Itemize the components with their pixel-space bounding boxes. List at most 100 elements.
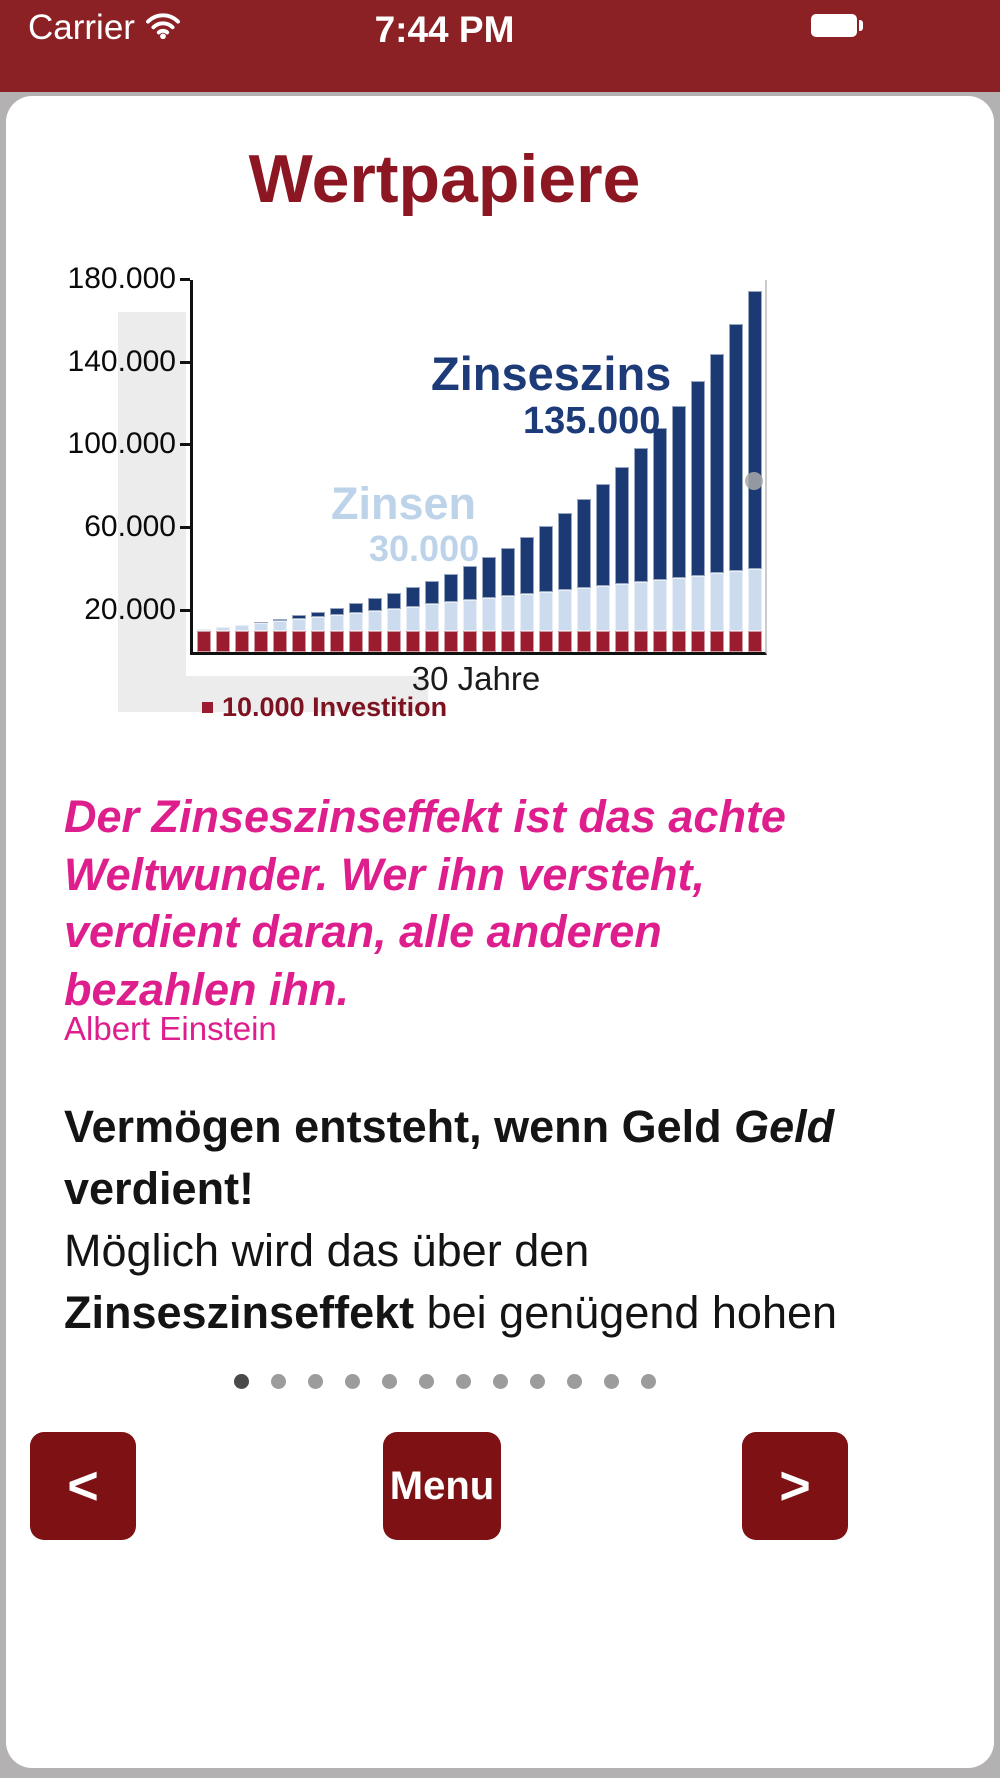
bar-segment-zinsen (615, 583, 629, 632)
page-dot-4[interactable] (344, 1374, 360, 1389)
compound-interest-chart: 180.000 140.000 100.000 60.000 20.000 Zinses… (68, 262, 780, 723)
bar-segment-zinseszins (235, 624, 249, 626)
chart-bar (482, 557, 496, 652)
bar-segment-zinseszins (691, 381, 705, 576)
chart-bar (520, 537, 534, 652)
bar-segment-investition (729, 631, 743, 652)
chart-bar (710, 353, 724, 652)
prev-page-button[interactable]: < (30, 1432, 136, 1540)
bar-segment-investition (539, 631, 553, 652)
page-dot-8[interactable] (492, 1374, 508, 1389)
body-p1-bold: Vermögen entsteht, wenn Geld (64, 1101, 735, 1152)
bar-segment-zinseszins (444, 573, 458, 603)
legend-label: 10.000 Investition (222, 692, 448, 722)
bar-segment-investition (501, 631, 515, 652)
menu-button[interactable]: Menu (383, 1432, 501, 1540)
body-p1-bold-end: verdient! (64, 1163, 255, 1215)
chart-bar (615, 466, 629, 652)
page-dot-10[interactable] (566, 1374, 582, 1389)
bar-segment-investition (463, 631, 477, 652)
bar-segment-zinseszins (349, 603, 363, 613)
body-paragraph-1: Vermögen entsteht, wenn Geld Geld verdie… (64, 1096, 864, 1220)
bar-segment-investition (634, 631, 648, 652)
bar-segment-investition (311, 631, 325, 652)
bar-segment-zinsen (197, 629, 211, 632)
bar-segment-zinsen (558, 590, 572, 632)
next-page-button[interactable]: > (742, 1432, 848, 1540)
chart-bar (216, 627, 230, 652)
bar-segment-zinseszins (558, 512, 572, 591)
bar-segment-zinsen (216, 627, 230, 632)
body-p2-regular: Möglich wird das über den (64, 1225, 590, 1277)
bar-segment-investition (387, 631, 401, 652)
page-dot-2[interactable] (270, 1374, 286, 1389)
y-tick-label: 60.000 (84, 510, 176, 543)
bar-segment-investition (691, 631, 705, 652)
bar-segment-investition (254, 631, 268, 652)
body-paragraphs: Vermögen entsteht, wenn Geld Geld verdie… (64, 1096, 864, 1344)
battery-icon (811, 14, 863, 37)
bar-segment-investition (672, 631, 686, 652)
bar-segment-zinsen (273, 621, 287, 632)
chart-bar (558, 512, 572, 652)
chart-bar (349, 603, 363, 652)
y-tick-mark (180, 360, 190, 364)
bar-segment-investition (615, 631, 629, 652)
chart-watermark-band-horizontal (118, 676, 428, 712)
bar-segment-investition (520, 631, 534, 652)
bar-segment-zinseszins (425, 580, 439, 605)
bar-segment-zinsen (710, 573, 724, 632)
wifi-icon (145, 6, 181, 50)
bar-segment-zinsen (368, 610, 382, 632)
chart-bar (539, 525, 553, 652)
chart-bar (634, 448, 648, 652)
bar-segment-zinseszins (406, 587, 420, 607)
body-paragraph-2: Möglich wird das über den Zinseszinseffe… (64, 1220, 864, 1344)
bar-segment-investition (273, 631, 287, 652)
bar-segment-zinseszins (387, 593, 401, 609)
bar-segment-zinseszins (615, 466, 629, 584)
bar-segment-zinseszins (501, 547, 515, 597)
chart-bar (577, 499, 591, 652)
page-dot-1[interactable] (233, 1374, 249, 1389)
page-dot-3[interactable] (307, 1374, 323, 1389)
quote-attribution: Albert Einstein (64, 1010, 277, 1047)
bar-segment-zinseszins (710, 353, 724, 574)
bar-segment-investition (406, 631, 420, 652)
page-dot-11[interactable] (603, 1374, 619, 1389)
page-dot-12[interactable] (640, 1374, 656, 1389)
bar-segment-zinseszins (273, 618, 287, 622)
page-dot-9[interactable] (529, 1374, 545, 1389)
annotation-zinsen-label: Zinsen (331, 478, 477, 529)
bar-segment-zinsen (577, 587, 591, 632)
bar-segment-investition (235, 631, 249, 652)
bar-segment-zinsen (482, 598, 496, 632)
bar-segment-investition (482, 631, 496, 652)
bar-segment-zinseszins (520, 537, 534, 595)
bar-segment-zinseszins (311, 611, 325, 617)
y-tick-label: 100.000 (67, 427, 176, 461)
page-dot-6[interactable] (418, 1374, 434, 1389)
page-dot-7[interactable] (455, 1374, 471, 1389)
status-bar: Carrier 7:44 PM (0, 0, 1000, 92)
clock: 7:44 PM (374, 9, 515, 50)
chart-bar (311, 611, 325, 652)
bar-segment-zinsen (235, 625, 249, 632)
bar-segment-investition (425, 631, 439, 652)
chart-legend: 10.000 Investition (202, 692, 447, 723)
y-axis-labels: 180.000 140.000 100.000 60.000 20.000 (68, 262, 190, 664)
chart-bar (444, 573, 458, 652)
bar-segment-zinsen (463, 600, 477, 632)
chart-bar (691, 381, 705, 652)
page-dot-5[interactable] (381, 1374, 397, 1389)
chart-watermark-band-vertical (118, 312, 186, 710)
bar-segment-zinsen (729, 571, 743, 632)
content-column: Wertpapiere 180.000 140.000 100.000 60.000 2… (30, 141, 864, 1540)
bar-segment-zinsen (406, 606, 420, 632)
bar-segment-zinsen (634, 581, 648, 632)
battery-nub (859, 20, 863, 31)
bar-segment-zinsen (653, 579, 667, 632)
page-title: Wertpapiere (248, 141, 641, 217)
y-tick-mark (180, 278, 190, 281)
chart-bar (653, 428, 667, 652)
